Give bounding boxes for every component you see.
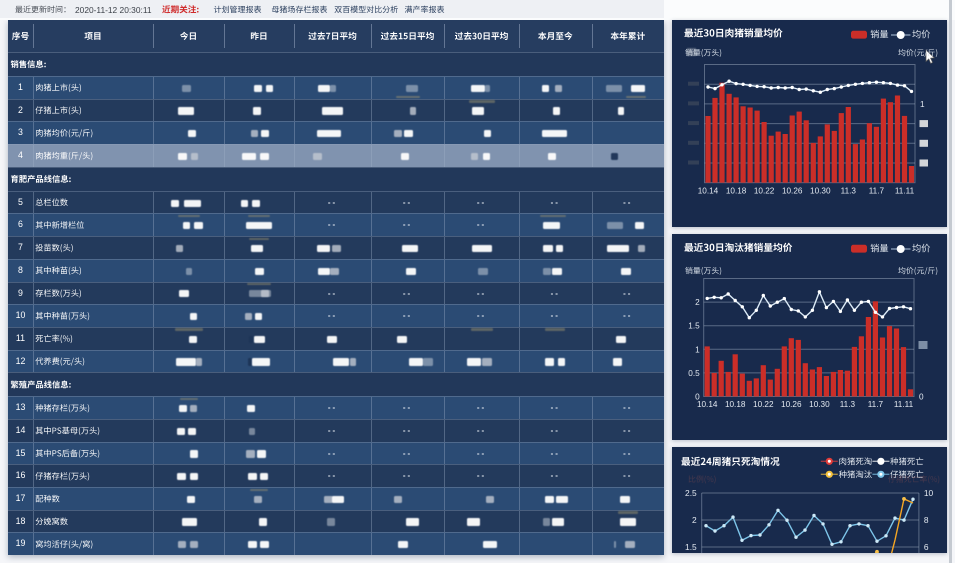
svg-text:2: 2 <box>692 515 697 525</box>
svg-text:0: 0 <box>919 392 924 401</box>
svg-text:2: 2 <box>695 298 700 307</box>
svg-text:11.7: 11.7 <box>868 400 884 409</box>
svg-text:10.18: 10.18 <box>725 400 746 409</box>
svg-text:10.26: 10.26 <box>781 400 802 409</box>
svg-text:10.22: 10.22 <box>753 400 774 409</box>
svg-text:10: 10 <box>924 488 934 498</box>
svg-text:10.26: 10.26 <box>782 187 803 196</box>
svg-text:2.5: 2.5 <box>685 488 697 498</box>
svg-text:10.30: 10.30 <box>810 187 831 196</box>
svg-text:11.3: 11.3 <box>841 187 857 196</box>
svg-text:0.5: 0.5 <box>688 368 700 377</box>
svg-text:1: 1 <box>695 345 700 354</box>
svg-text:10.18: 10.18 <box>726 187 747 196</box>
svg-text:10.14: 10.14 <box>698 187 719 196</box>
svg-text:11.11: 11.11 <box>894 400 914 409</box>
svg-text:11.7: 11.7 <box>869 187 885 196</box>
svg-text:8: 8 <box>924 515 929 525</box>
svg-text:6: 6 <box>924 542 929 552</box>
svg-text:1: 1 <box>920 100 925 109</box>
svg-text:1.5: 1.5 <box>685 542 697 552</box>
svg-text:10.14: 10.14 <box>697 400 718 409</box>
svg-text:1.5: 1.5 <box>688 321 700 330</box>
svg-text:11.11: 11.11 <box>895 187 915 196</box>
svg-text:10.30: 10.30 <box>809 400 830 409</box>
svg-text:10.22: 10.22 <box>754 187 775 196</box>
svg-text:0: 0 <box>695 392 700 401</box>
svg-text:11.3: 11.3 <box>840 400 856 409</box>
